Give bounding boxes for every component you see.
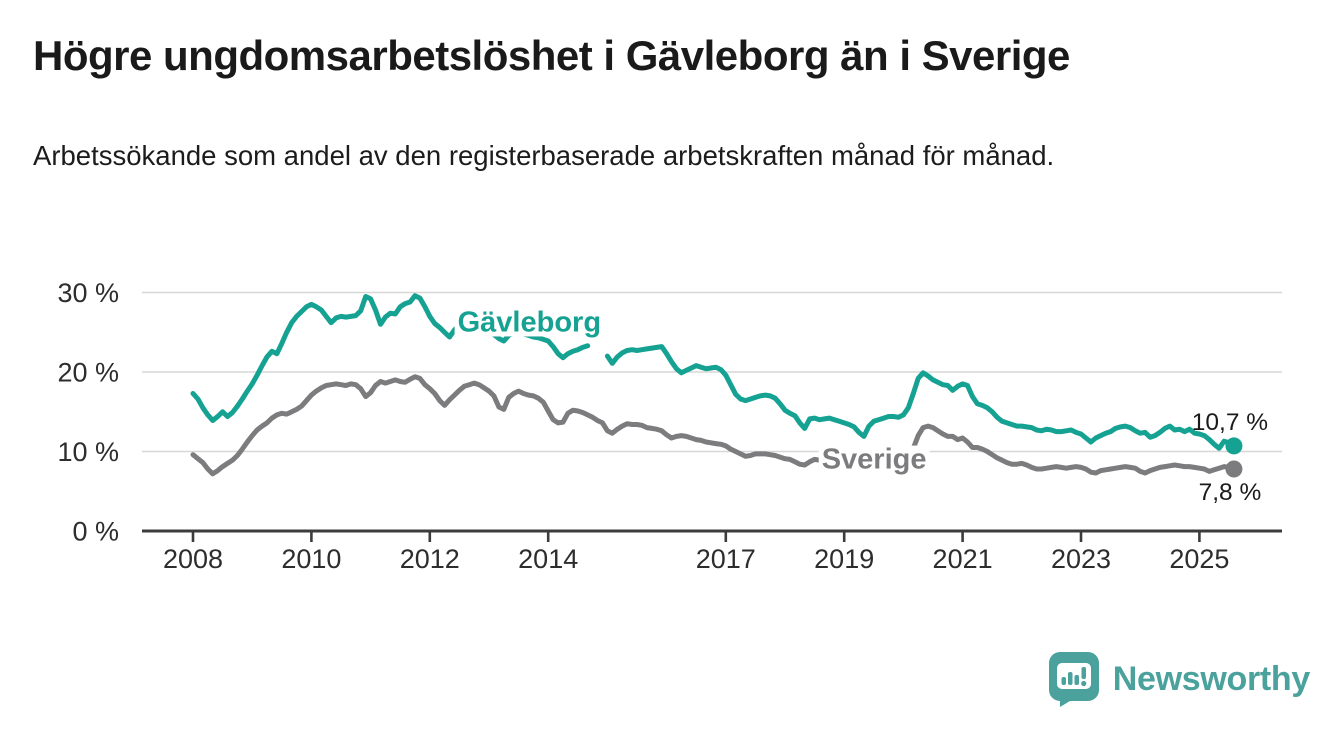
x-axis-label-2017: 2017 xyxy=(696,544,756,574)
x-axis-label-2023: 2023 xyxy=(1051,544,1111,574)
newsworthy-brand: Newsworthy xyxy=(1048,650,1310,708)
y-axis-label-20: 20 % xyxy=(57,358,119,388)
series-label-mask-gävleborg xyxy=(454,308,605,337)
x-axis-label-2012: 2012 xyxy=(400,544,460,574)
x-axis-label-2019: 2019 xyxy=(814,544,874,574)
newsworthy-logo-icon xyxy=(1048,652,1099,707)
x-axis-label-2014: 2014 xyxy=(518,544,578,574)
series-line-sverige xyxy=(190,374,1237,477)
y-axis-label-30: 30 % xyxy=(57,278,119,308)
speech-bubble-tail xyxy=(1059,698,1075,707)
brand-name: Newsworthy xyxy=(1112,659,1311,698)
x-axis-label-2008: 2008 xyxy=(163,544,223,574)
x-axis-label-2010: 2010 xyxy=(281,544,341,574)
x-axis-label-2021: 2021 xyxy=(933,544,993,574)
y-axis-label-0: 0 % xyxy=(72,517,119,547)
series-end-dot-sverige xyxy=(1225,460,1243,478)
series-label-mask-sverige xyxy=(818,445,930,474)
x-axis-label-2025: 2025 xyxy=(1169,544,1229,574)
series-label-sverige: Sverige xyxy=(822,444,927,476)
y-axis-label-10: 10 % xyxy=(57,437,119,467)
end-value-label-sverige: 7,8 % xyxy=(1199,479,1262,506)
series-end-dot-gävleborg xyxy=(1225,437,1243,455)
page-title: Högre ungdomsarbetslöshet i Gävleborg än… xyxy=(33,32,1070,79)
series-label-gävleborg: Gävleborg xyxy=(458,306,601,338)
end-value-label-gavleborg: 10,7 % xyxy=(1192,409,1268,436)
chart-subtitle: Arbetssökande som andel av den registerb… xyxy=(33,140,1055,171)
